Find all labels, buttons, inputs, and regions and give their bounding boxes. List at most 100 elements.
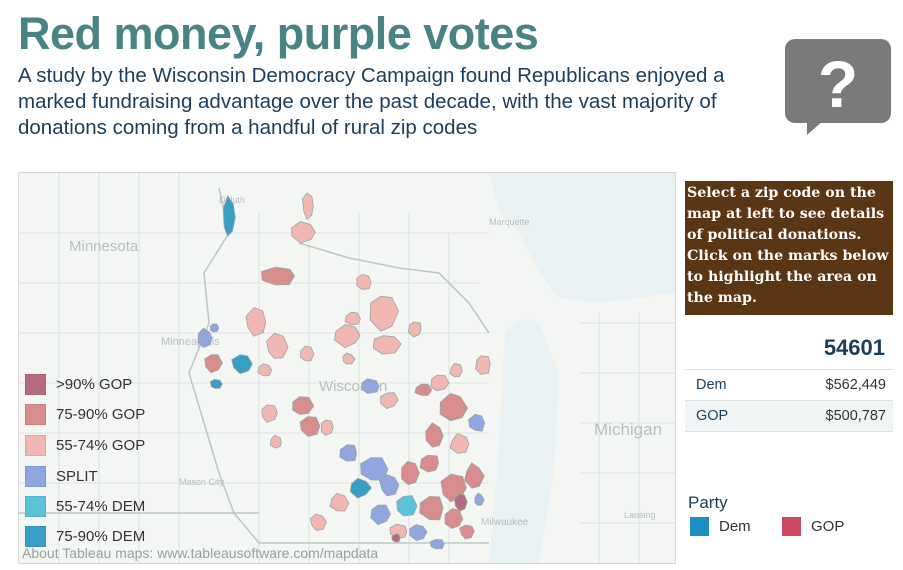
zip-code-area[interactable] <box>299 345 315 362</box>
legend-label: >90% GOP <box>56 375 133 393</box>
zip-code-area[interactable] <box>261 404 278 423</box>
zip-code-area[interactable] <box>245 307 267 337</box>
legend-label: 75-90% GOP <box>56 405 146 423</box>
legend-swatch <box>25 434 46 456</box>
zip-code-area[interactable] <box>344 311 361 326</box>
zip-code-area[interactable] <box>257 363 273 377</box>
selected-zip-code: 54601 <box>823 335 885 360</box>
legend-item-dem-55-74[interactable]: 55-74% DEM <box>25 494 145 518</box>
help-question-icon[interactable]: ? <box>783 39 893 135</box>
zip-code-area[interactable] <box>310 513 327 532</box>
zip-code-area[interactable] <box>301 192 314 220</box>
party-legend-title: Party <box>688 493 728 512</box>
legend-item-gop-90[interactable]: >90% GOP <box>25 372 132 396</box>
legend-item-dem-75-90[interactable]: 75-90% DEM <box>25 524 145 548</box>
zip-code-area[interactable] <box>320 419 334 436</box>
zip-code-area[interactable] <box>454 493 468 512</box>
legend-label: 55-74% DEM <box>56 497 146 515</box>
map-place-label: Duluth <box>219 195 245 205</box>
legend-item-split[interactable]: SPLIT <box>25 464 98 488</box>
legend-label: 75-90% DEM <box>56 527 146 545</box>
zip-code-area[interactable] <box>339 444 358 462</box>
zip-code-area[interactable] <box>269 434 282 449</box>
zip-code-area[interactable] <box>391 533 401 543</box>
zip-code-area[interactable] <box>379 474 400 497</box>
zip-code-area[interactable] <box>408 321 422 338</box>
zip-code-area[interactable] <box>449 363 463 378</box>
zip-code-area[interactable] <box>260 266 295 286</box>
party-name: Dem <box>696 377 727 393</box>
zip-code-area[interactable] <box>291 221 316 244</box>
legend-item-gop-55-74[interactable]: 55-74% GOP <box>25 433 145 457</box>
zip-code-area[interactable] <box>266 332 289 359</box>
party-label: GOP <box>811 518 845 535</box>
zip-code-area[interactable] <box>396 495 418 517</box>
map-place-label: Michigan <box>594 420 662 439</box>
page-title: Red money, purple votes <box>18 8 539 59</box>
zip-code-area[interactable] <box>197 327 213 348</box>
party-legend-dem[interactable]: Dem <box>690 517 751 536</box>
zip-code-area[interactable] <box>329 492 350 512</box>
donation-amount: $500,787 <box>825 408 886 424</box>
zip-code-area[interactable] <box>419 496 444 521</box>
zip-code-area[interactable] <box>292 396 315 415</box>
zip-code-area[interactable] <box>419 454 440 473</box>
zip-code-area[interactable] <box>429 539 445 550</box>
zip-code-area[interactable] <box>231 354 253 375</box>
party-swatch <box>690 517 709 536</box>
instructions-panel: Select a zip code on the map at left to … <box>685 181 893 315</box>
zip-code-area[interactable] <box>401 460 420 486</box>
legend-swatch <box>25 373 46 395</box>
zip-code-area[interactable] <box>475 355 491 375</box>
legend-label: 55-74% GOP <box>56 436 146 454</box>
zip-code-area[interactable] <box>409 524 428 542</box>
donation-row-dem[interactable]: Dem $562,449 <box>685 369 893 400</box>
zip-code-area[interactable] <box>222 195 236 238</box>
zip-code-area[interactable] <box>299 416 321 437</box>
zip-code-area[interactable] <box>342 352 356 365</box>
zip-code-area[interactable] <box>444 508 464 529</box>
donation-amount: $562,449 <box>825 377 886 393</box>
map-place-label: Mason City <box>179 477 225 487</box>
zip-code-area[interactable] <box>361 378 380 394</box>
zip-code-area[interactable] <box>369 295 400 332</box>
legend-item-gop-75-90[interactable]: 75-90% GOP <box>25 402 145 426</box>
donation-row-gop[interactable]: GOP $500,787 <box>685 400 893 432</box>
map-place-label: Minnesota <box>69 238 139 255</box>
zip-code-area[interactable] <box>209 323 220 333</box>
donations-table[interactable]: Dem $562,449 GOP $500,787 <box>685 369 893 432</box>
zip-code-area[interactable] <box>209 378 223 389</box>
zip-code-area[interactable] <box>333 324 361 349</box>
map-place-label: Lansing <box>624 510 656 520</box>
page-subtitle: A study by the Wisconsin Democracy Campa… <box>18 64 725 139</box>
party-label: Dem <box>719 518 751 535</box>
legend-swatch <box>25 465 46 487</box>
svg-text:?: ? <box>818 47 858 121</box>
zip-code-area[interactable] <box>474 492 485 506</box>
zip-code-area[interactable] <box>380 392 399 409</box>
zip-code-area[interactable] <box>464 462 485 489</box>
zip-code-area[interactable] <box>349 477 372 499</box>
map-attribution-link[interactable]: About Tableau maps: www.tableausoftware.… <box>22 545 379 561</box>
map-place-label: Marquette <box>489 217 530 227</box>
zip-code-area[interactable] <box>439 393 469 422</box>
zip-code-area[interactable] <box>360 457 389 481</box>
legend-swatch <box>25 525 46 547</box>
legend-label: SPLIT <box>56 467 98 485</box>
zip-code-area[interactable] <box>468 413 486 432</box>
zip-code-area[interactable] <box>414 383 433 396</box>
zip-code-area[interactable] <box>459 524 475 540</box>
zip-code-area[interactable] <box>449 432 470 454</box>
map-place-label: Milwaukee <box>481 517 529 528</box>
zip-code-area[interactable] <box>204 354 223 374</box>
party-swatch <box>782 517 801 536</box>
party-name: GOP <box>696 408 729 424</box>
party-legend-gop[interactable]: GOP <box>782 517 844 536</box>
zip-code-area[interactable] <box>370 504 391 526</box>
legend-swatch <box>25 403 46 425</box>
zip-code-area[interactable] <box>372 335 402 355</box>
zip-code-area[interactable] <box>430 374 450 392</box>
zip-code-map[interactable]: Duluth Marquette Minnesota Minneapolis Wisco… <box>18 172 676 564</box>
zip-code-area[interactable] <box>425 422 444 448</box>
zip-code-area[interactable] <box>356 273 372 290</box>
